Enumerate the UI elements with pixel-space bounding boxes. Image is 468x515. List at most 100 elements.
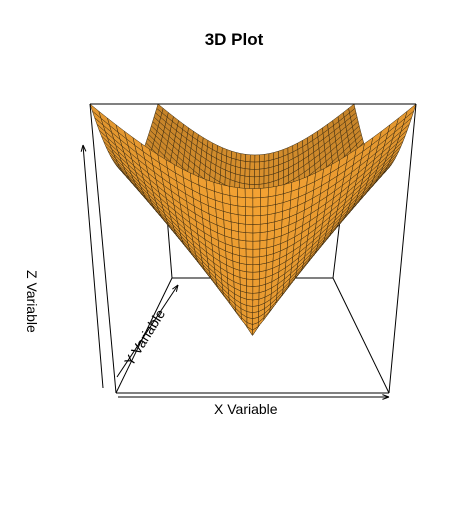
surface-facet	[249, 161, 256, 170]
surface-facet	[252, 298, 260, 307]
x-axis-arrow-head	[382, 396, 390, 400]
surface-facet	[249, 154, 256, 163]
x-axis-arrow-head	[382, 394, 390, 398]
surface-facet	[259, 223, 268, 233]
box-edge	[89, 103, 117, 394]
axis-arrows	[80, 144, 390, 400]
surface-facet	[239, 167, 246, 177]
surface-facet	[246, 264, 254, 273]
surface-facet	[245, 256, 254, 266]
surface-facet	[252, 278, 260, 287]
surface-facet	[244, 188, 254, 199]
surface-facet	[252, 188, 261, 199]
surface-facet	[245, 206, 254, 217]
surface-facet	[263, 174, 270, 185]
surface-facet	[229, 186, 238, 198]
surface-facet	[244, 168, 251, 177]
surface-facet	[245, 223, 254, 234]
surface-facet	[245, 215, 254, 225]
surface-facet	[252, 292, 260, 301]
surface-facet	[259, 255, 267, 265]
surface-facet	[221, 184, 231, 196]
surface-facet	[263, 167, 270, 177]
surface-facet	[252, 240, 261, 250]
surface-facet	[252, 223, 261, 234]
surface-facet	[259, 247, 268, 258]
surface-facet	[267, 204, 276, 216]
surface-facet	[259, 239, 268, 250]
y-axis-arrow-head	[175, 284, 179, 292]
surface-facet	[249, 176, 255, 185]
surface-facet	[246, 305, 254, 313]
surface-mesh	[89, 103, 417, 337]
surface-facet	[237, 196, 246, 207]
surface-facet	[252, 197, 261, 208]
surface-facet	[254, 176, 260, 185]
surface-facet	[238, 223, 247, 233]
surface-facet	[404, 103, 417, 120]
surface-facet	[263, 160, 270, 169]
surface-facet	[244, 161, 251, 170]
y-axis-arrow	[116, 284, 179, 378]
surface-facet	[245, 232, 254, 242]
surface-facet	[244, 175, 250, 185]
surface-facet	[275, 184, 285, 196]
bounding-box-front	[89, 103, 417, 394]
surface-facet	[252, 248, 261, 258]
surface-facet	[244, 197, 254, 208]
surface-facet	[252, 232, 261, 242]
surface-facet	[263, 153, 270, 162]
surface-facet	[229, 195, 239, 207]
surface-facet	[240, 160, 246, 169]
surface-facet	[252, 305, 260, 313]
surface-facet	[237, 205, 246, 216]
surface-facet	[260, 205, 269, 216]
surface-facet	[259, 154, 265, 163]
surface-facet	[259, 231, 268, 242]
surface-facet	[254, 154, 260, 163]
surface-facet	[252, 271, 260, 280]
surface-facet	[254, 161, 260, 170]
surface-facet	[246, 278, 254, 287]
surface-facet	[246, 292, 254, 301]
z-axis-arrow-head	[82, 144, 87, 152]
surface-facet	[246, 298, 254, 307]
surface-facet	[267, 195, 277, 207]
surface-facet	[252, 215, 261, 225]
surface-facet	[260, 187, 269, 198]
surface-facet	[246, 271, 254, 280]
surface-facet	[252, 206, 261, 217]
box-edge	[388, 103, 417, 394]
box-edge	[332, 277, 390, 394]
surface-facet	[258, 168, 265, 177]
surface-facet	[252, 264, 260, 273]
surface-facet	[237, 214, 246, 225]
surface-facet	[249, 168, 255, 178]
surface-facet	[239, 174, 246, 185]
surface-facet	[239, 255, 247, 265]
surface-facet	[260, 196, 269, 207]
x-axis-label: X Variable	[214, 401, 278, 417]
surface-facet	[252, 285, 260, 294]
surface-facet	[245, 154, 251, 163]
surface-facet	[258, 175, 265, 185]
surface-facet	[245, 248, 254, 258]
chart-title: 3D Plot	[204, 30, 264, 49]
z-axis-arrow	[82, 144, 104, 389]
z-axis-label: Z Variable	[24, 270, 40, 333]
z-axis-arrow-head	[80, 144, 84, 152]
surface-facet	[240, 153, 246, 162]
y-axis-arrow-head	[172, 284, 179, 290]
surface-facet	[238, 239, 247, 250]
surface-facet	[254, 168, 260, 178]
surface-facet	[238, 231, 247, 242]
surface-facet	[245, 240, 254, 250]
surface-facet	[237, 187, 246, 198]
surface-facet	[259, 214, 268, 225]
surface-facet	[252, 256, 261, 266]
surface-facet	[267, 186, 277, 198]
surface-facet	[230, 204, 239, 216]
surface-facet	[238, 247, 247, 258]
